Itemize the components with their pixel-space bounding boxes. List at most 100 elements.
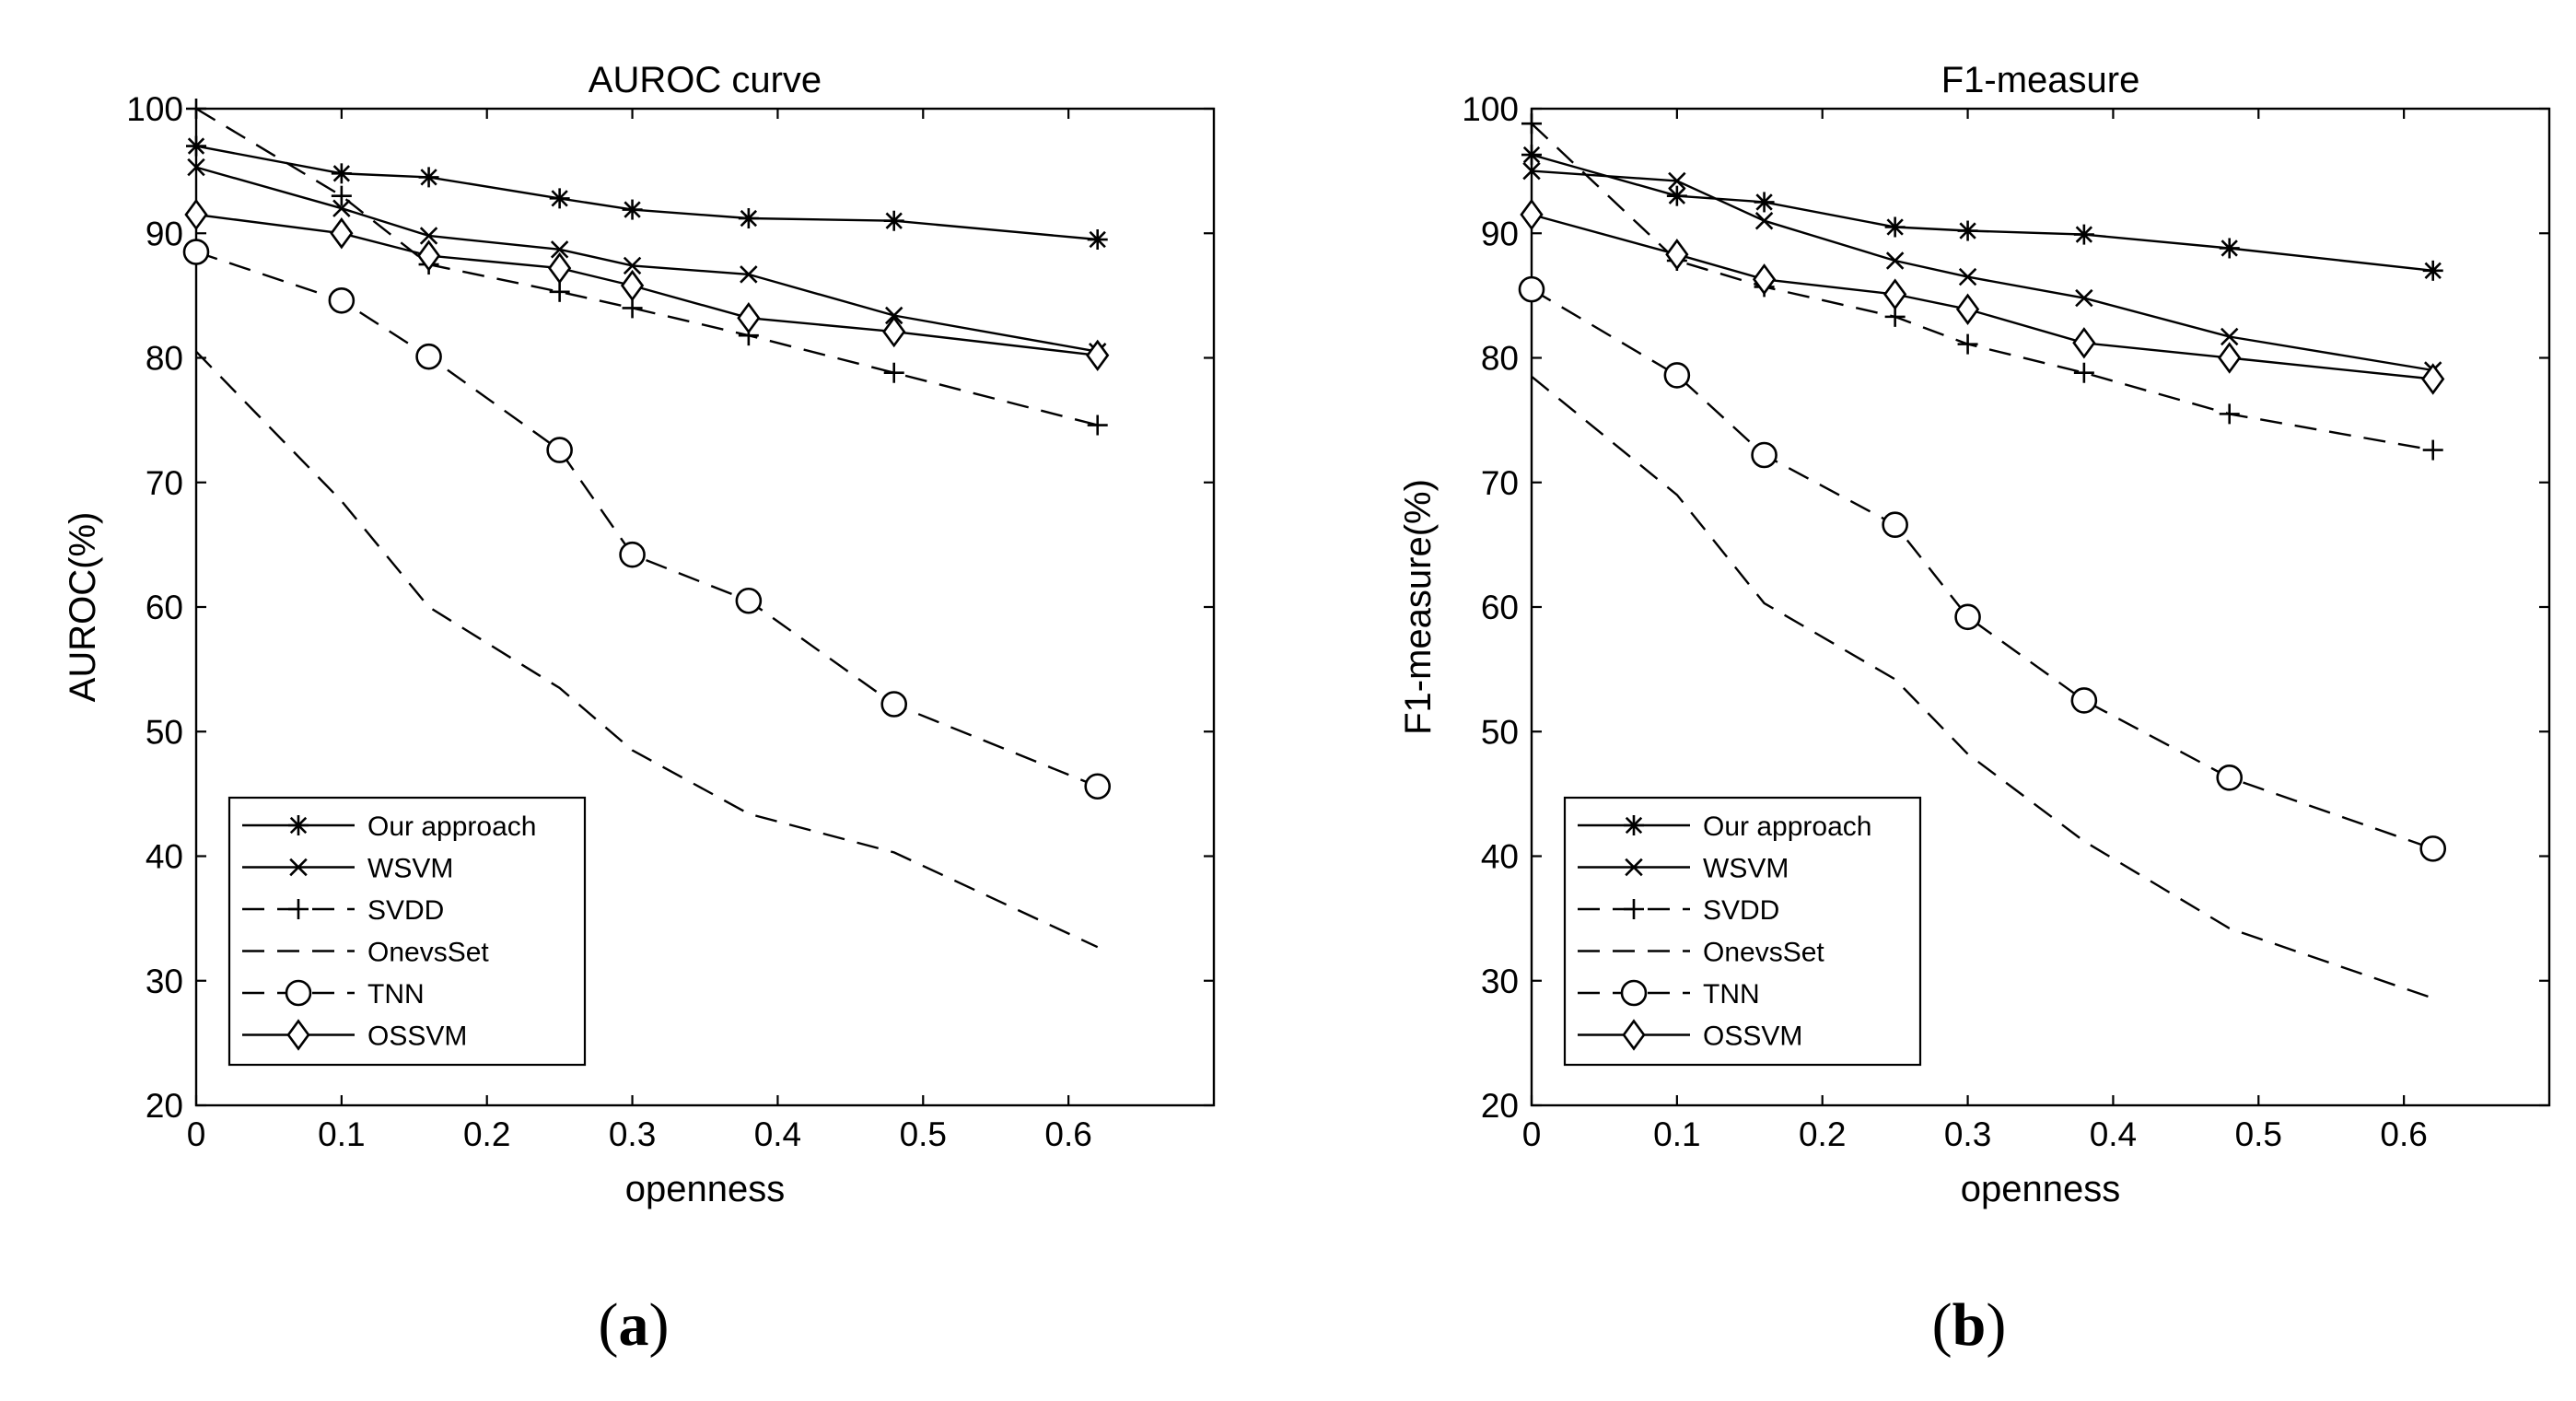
auroc-y-tick-label: 90	[146, 215, 183, 252]
auroc-series-tnn	[182, 239, 1112, 800]
f1-point-our-approach	[1521, 145, 1542, 166]
auroc-point-ossvm	[620, 269, 645, 302]
auroc-y-tick-label: 50	[146, 713, 183, 751]
f1-y-tick-label: 100	[1462, 90, 1519, 128]
f1-point-ossvm	[1520, 198, 1544, 231]
f1-x-tick-label: 0.5	[2235, 1115, 2282, 1153]
f1-line-wsvm	[1531, 169, 2433, 372]
f1-series-wsvm	[1522, 161, 2442, 379]
f1-point-tnn	[1751, 441, 1778, 469]
auroc-point-ossvm	[882, 315, 906, 348]
f1-point-tnn	[2070, 687, 2098, 714]
f1-point-our-approach	[2073, 224, 2094, 245]
f1-point-our-approach	[1666, 185, 1687, 206]
auroc-point-our-approach	[331, 163, 352, 184]
auroc-point-our-approach	[622, 199, 643, 220]
auroc-point-wsvm	[884, 306, 903, 325]
f1-point-tnn	[1954, 603, 1981, 631]
auroc-y-tick-label: 100	[126, 90, 183, 128]
f1-x-tick-label: 0.6	[2380, 1115, 2427, 1153]
auroc-x-axis-label: openness	[625, 1169, 785, 1209]
auroc-line-svdd	[195, 107, 1098, 426]
auroc-line-wsvm	[195, 166, 1098, 353]
auroc-legend-marker	[286, 1019, 310, 1051]
f1-legend-marker	[1625, 858, 1643, 877]
auroc-legend: Our approach WSVM SVDD OnevsSet TNN OSSVM	[227, 796, 587, 1067]
auroc-point-wsvm	[740, 265, 758, 284]
f1-y-tick-label: 20	[1481, 1087, 1519, 1125]
f1-point-wsvm	[1958, 267, 1977, 286]
f1-point-wsvm	[1522, 161, 1541, 181]
f1-point-our-approach	[1754, 192, 1775, 213]
f1-legend-entry-svdd: SVDD	[1578, 895, 1779, 926]
f1-legend-label: SVDD	[1703, 895, 1779, 926]
f1-x-tick-label: 0.3	[1944, 1115, 1991, 1153]
auroc-series-ossvm	[184, 198, 1110, 371]
f1-point-our-approach	[2422, 260, 2443, 281]
auroc-x-tick-label: 0.2	[463, 1115, 510, 1153]
auroc-legend-marker	[289, 858, 308, 877]
auroc-y-tick-label: 40	[146, 838, 183, 876]
f1-point-ossvm	[2421, 363, 2445, 395]
f1-legend-entry-our-approach: Our approach	[1578, 811, 1871, 842]
auroc-x-tick-label: 0.6	[1044, 1115, 1091, 1153]
auroc-point-svdd	[883, 362, 904, 383]
auroc-legend-entry-tnn: TNN	[242, 979, 425, 1010]
auroc-legend-marker	[288, 899, 309, 919]
auroc-point-svdd	[186, 99, 206, 119]
f1-legend-entry-wsvm: WSVM	[1578, 854, 1789, 884]
auroc-legend-entry-onevsset: OnevsSet	[242, 938, 489, 968]
f1-x-tick-label: 0.2	[1799, 1115, 1846, 1153]
f1-point-tnn	[2419, 835, 2447, 862]
f1-y-axis-label: F1-measure(%)	[1398, 479, 1439, 735]
auroc-series-wsvm	[187, 158, 1107, 361]
auroc-point-tnn	[1084, 773, 1112, 800]
auroc-line-tnn	[195, 251, 1099, 788]
auroc-caption-open: (	[599, 1291, 619, 1359]
auroc-panel-caption: (a)	[599, 1291, 670, 1359]
f1-caption-close: )	[1986, 1291, 2006, 1359]
auroc-point-our-approach	[738, 208, 759, 229]
f1-legend-label: Our approach	[1703, 811, 1871, 842]
auroc-point-tnn	[182, 239, 210, 265]
f1-point-ossvm	[1665, 239, 1689, 271]
auroc-point-our-approach	[883, 210, 904, 231]
f1-legend-label: OnevsSet	[1703, 938, 1824, 968]
auroc-point-our-approach	[1087, 229, 1108, 251]
f1-legend-marker	[1624, 815, 1644, 835]
auroc-legend-label: TNN	[367, 979, 425, 1010]
auroc-x-tick-label: 0.1	[318, 1115, 365, 1153]
auroc-x-tick-label: 0.5	[900, 1115, 947, 1153]
auroc-point-wsvm	[623, 256, 642, 275]
auroc-point-svdd	[1087, 414, 1108, 436]
f1-point-ossvm	[2072, 327, 2096, 359]
f1-point-wsvm	[2220, 327, 2239, 346]
f1-point-our-approach	[2219, 238, 2240, 259]
auroc-legend-entry-wsvm: WSVM	[242, 854, 453, 884]
f1-chart: F1-measure 0 0.1 0.2 0.3 0.4 0.5 0.6 20 30 40 50 60 7…	[1398, 60, 2551, 1359]
auroc-line-our-approach	[195, 145, 1098, 241]
f1-point-svdd	[2073, 362, 2094, 383]
f1-series-tnn	[1518, 275, 2447, 862]
auroc-point-tnn	[328, 286, 356, 314]
f1-line-svdd	[1531, 123, 2433, 451]
f1-legend: Our approach WSVM SVDD OnevsSet TNN OSSVM	[1563, 796, 1922, 1067]
auroc-point-svdd	[549, 281, 570, 302]
f1-series-our-approach	[1521, 145, 2443, 281]
f1-point-wsvm	[1668, 171, 1686, 191]
auroc-point-our-approach	[549, 188, 570, 209]
f1-point-ossvm	[2218, 342, 2242, 374]
f1-point-tnn	[1882, 511, 1908, 539]
f1-y-tick-label: 40	[1481, 838, 1519, 876]
f1-y-tick-label: 30	[1481, 963, 1519, 1000]
auroc-legend-entry-our-approach: Our approach	[242, 811, 536, 842]
auroc-point-ossvm	[184, 198, 208, 231]
auroc-legend-label: SVDD	[367, 895, 444, 926]
f1-point-svdd	[2219, 403, 2240, 425]
f1-point-tnn	[1663, 362, 1691, 389]
f1-legend-marker	[1620, 979, 1648, 1007]
auroc-y-axis-label: AUROC(%)	[63, 512, 103, 703]
auroc-legend-label: Our approach	[367, 811, 536, 842]
auroc-point-ossvm	[548, 251, 572, 285]
f1-point-tnn	[1518, 275, 1545, 303]
